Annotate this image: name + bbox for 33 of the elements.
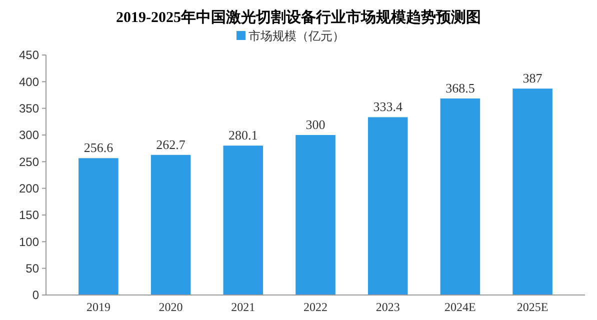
x-tick-label: 2025E [516, 300, 548, 314]
x-tick-label: 2019 [86, 300, 110, 314]
data-label: 300 [306, 117, 326, 132]
bar [512, 88, 552, 295]
data-label: 387 [522, 70, 543, 86]
chart-title: 2019-2025年中国激光切割设备行业市场规模趋势预测图 [116, 8, 481, 26]
bar [78, 158, 118, 295]
data-label: 368.5 [446, 80, 475, 96]
y-tick-label: 250 [18, 154, 40, 169]
y-tick-label: 150 [18, 208, 40, 222]
x-tick-label: 2021 [231, 300, 256, 314]
bar [440, 98, 480, 295]
bar [150, 154, 191, 295]
y-tick-label: 50 [26, 262, 40, 276]
y-tick-label: 200 [18, 182, 40, 196]
y-tick-label: 300 [18, 128, 40, 142]
bar [223, 146, 264, 295]
data-label: 333.4 [373, 99, 403, 114]
x-tick-label: 2020 [158, 300, 183, 314]
x-tick-label: 2023 [376, 300, 400, 314]
data-label: 280.1 [228, 128, 258, 143]
data-label: 256.6 [84, 140, 114, 156]
bar [368, 117, 408, 295]
legend-label: 市场规模（亿元） [248, 29, 344, 43]
y-tick-label: 400 [18, 74, 40, 89]
y-tick-label: 350 [18, 102, 40, 116]
x-tick-label: 2024E [444, 300, 476, 314]
bar [296, 135, 336, 295]
y-tick-label: 100 [18, 234, 40, 249]
y-tick-label: 0 [32, 288, 40, 302]
y-tick-label: 450 [18, 48, 40, 62]
data-label: 262.7 [156, 136, 186, 152]
x-tick-label: 2022 [304, 300, 328, 314]
